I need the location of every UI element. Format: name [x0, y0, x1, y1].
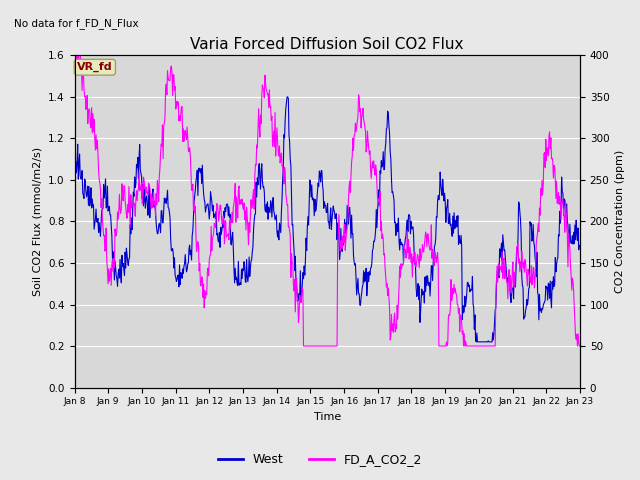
X-axis label: Time: Time [314, 412, 341, 422]
Text: VR_fd: VR_fd [77, 62, 113, 72]
Y-axis label: Soil CO2 Flux (mmol/m2/s): Soil CO2 Flux (mmol/m2/s) [33, 147, 43, 296]
Y-axis label: CO2 Concentration (ppm): CO2 Concentration (ppm) [615, 150, 625, 293]
Legend: West, FD_A_CO2_2: West, FD_A_CO2_2 [213, 448, 427, 471]
Title: Varia Forced Diffusion Soil CO2 Flux: Varia Forced Diffusion Soil CO2 Flux [191, 36, 464, 51]
Text: No data for f_FD_N_Flux: No data for f_FD_N_Flux [14, 18, 138, 29]
